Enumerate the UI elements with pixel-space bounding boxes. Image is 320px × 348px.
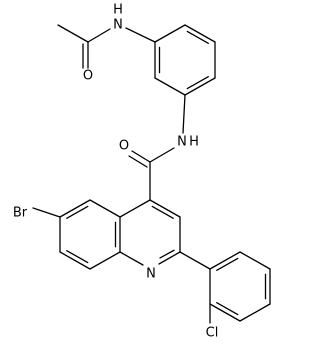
bond (151, 205, 174, 219)
bond (57, 24, 89, 43)
bond (209, 303, 241, 322)
atom-label: O (83, 69, 93, 84)
bond (239, 303, 271, 322)
bond (184, 77, 216, 96)
bond (87, 28, 111, 43)
bond (66, 250, 89, 264)
bond (128, 155, 148, 168)
bond (66, 205, 89, 219)
bond (125, 27, 156, 43)
bond (32, 207, 61, 218)
bond (239, 251, 271, 270)
bond (59, 199, 91, 218)
bond (184, 24, 216, 43)
atom-label: N (113, 18, 123, 33)
atom-label: Cl (206, 326, 219, 341)
atom-label: O (119, 139, 129, 154)
bonds (32, 24, 271, 324)
atom-label: H (189, 135, 199, 150)
bond (89, 199, 121, 218)
bond (186, 30, 209, 45)
bond (216, 302, 239, 316)
atom-label: H (113, 3, 123, 18)
bond (149, 147, 175, 163)
bond (149, 199, 181, 218)
bond (159, 249, 175, 259)
bond (182, 94, 186, 134)
bond (179, 251, 211, 270)
molecule-diagram: H N O N H O Br N Cl (13, 3, 271, 341)
bond (59, 251, 91, 270)
bond (154, 24, 186, 43)
atom-label: N (177, 135, 187, 150)
bond (89, 251, 121, 270)
bond (209, 251, 241, 270)
bond (119, 251, 144, 266)
atom-label: Br (13, 206, 28, 221)
atom-label: N (146, 267, 156, 282)
bond (186, 75, 209, 90)
bond (119, 199, 151, 218)
bond (216, 257, 239, 271)
bond (131, 150, 151, 163)
bond (158, 251, 181, 265)
bond (154, 77, 186, 96)
